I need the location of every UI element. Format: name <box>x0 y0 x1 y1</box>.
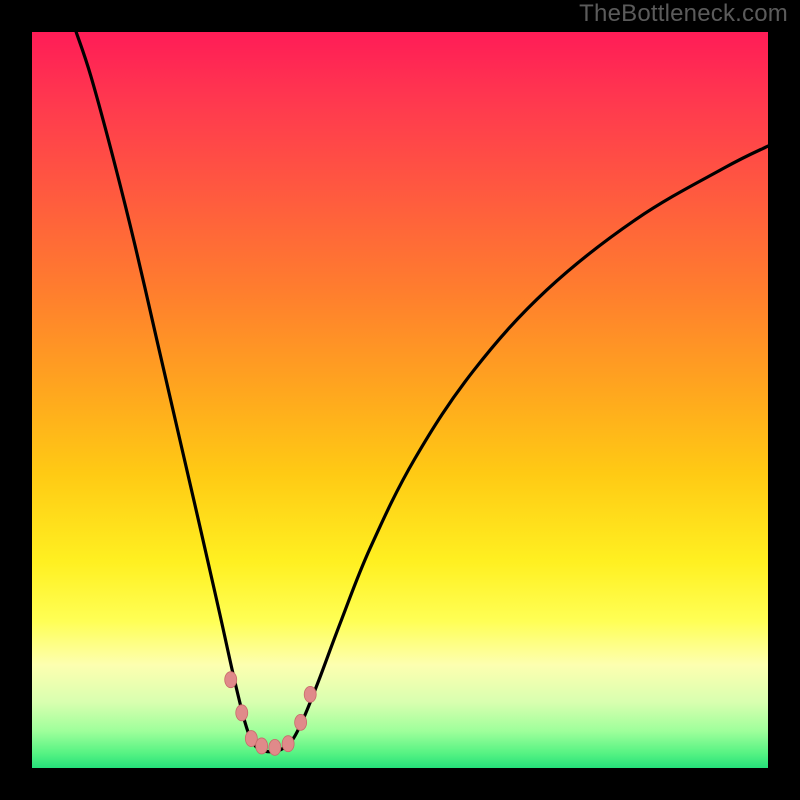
trough-marker <box>269 739 281 755</box>
trough-marker <box>282 736 294 752</box>
trough-marker <box>256 738 268 754</box>
trough-marker <box>236 705 248 721</box>
chart-frame: TheBottleneck.com <box>0 0 800 800</box>
gradient-background <box>32 32 768 768</box>
trough-marker <box>295 714 307 730</box>
bottleneck-curve-chart <box>32 32 768 768</box>
plot-area <box>32 32 768 768</box>
watermark-text: TheBottleneck.com <box>579 0 788 28</box>
trough-marker <box>304 686 316 702</box>
trough-marker <box>225 672 237 688</box>
